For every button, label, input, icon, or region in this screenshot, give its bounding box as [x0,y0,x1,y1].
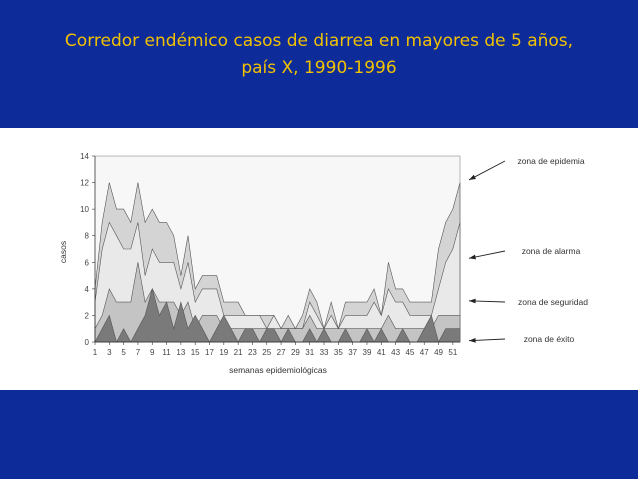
y-tick-label: 10 [80,205,89,214]
x-tick-label: 43 [391,348,400,357]
x-tick-label: 19 [219,348,228,357]
x-tick-label: 41 [377,348,386,357]
x-tick-label: 15 [191,348,200,357]
y-tick-label: 8 [85,232,90,241]
zona-alarma-label: zona de alarma [522,246,581,256]
zona-epidemia-annotation: zona de epidemia [468,156,585,181]
zona-epidemia-label: zona de epidemia [517,156,584,166]
x-tick-label: 39 [363,348,372,357]
zona-seguridad-arrow-head [469,298,476,304]
x-tick-label: 7 [136,348,141,357]
x-tick-label: 33 [320,348,329,357]
x-tick-label: 17 [205,348,214,357]
x-tick-label: 11 [162,348,171,357]
y-tick-label: 4 [85,285,90,294]
x-tick-label: 31 [305,348,314,357]
zona-exito-label: zona de éxito [524,334,575,344]
axes [94,155,461,343]
zona-alarma-annotation: zona de alarma [468,246,581,260]
zona-exito-annotation: zona de éxito [468,334,575,344]
zona-seguridad-label: zona de seguridad [518,297,588,307]
zona-alarma-arrow-head [469,254,476,260]
x-tick-label: 3 [107,348,112,357]
x-tick-label: 45 [405,348,414,357]
x-tick-label: 37 [348,348,357,357]
chart-panel: 0 2 4 6 8 10 12 14 1 3 5 7 9 11 13 15 17 19 21 23 25 27 29 31 33… [0,128,638,390]
zona-exito-arrow-head [469,337,476,343]
x-tick-label: 1 [93,348,98,357]
zona-epidemia-arrow-line [468,160,506,181]
zona-seguridad-annotation: zona de seguridad [468,297,588,307]
x-tick-label: 5 [121,348,126,357]
y-tick-label: 6 [85,258,90,267]
y-tick-label: 12 [80,179,89,188]
area-layers [94,156,461,343]
x-axis-label: semanas epidemiológicas [229,365,327,375]
x-tick-label: 9 [150,348,155,357]
x-tick-label: 51 [448,348,457,357]
title-line-1: Corredor endémico casos de diarrea en ma… [64,31,574,51]
x-tick-label: 23 [248,348,257,357]
x-tick-label: 21 [234,348,243,357]
y-tick-label: 2 [85,311,90,320]
title-line-2: país X, 1990-1996 [241,58,397,78]
y-tick-label: 14 [80,152,89,161]
x-tick-label: 47 [420,348,429,357]
y-axis-label: casos [58,241,68,263]
zona-epidemia-arrow-head [469,174,476,180]
x-tick-label: 25 [262,348,271,357]
slide-title: Corredor endémico casos de diarrea en ma… [0,28,638,82]
x-tick-label: 35 [334,348,343,357]
x-tick-label: 49 [434,348,443,357]
x-tick-label: 27 [277,348,286,357]
y-tick-label: 0 [85,338,90,347]
zone-annotations: zona de epidemia zona de alarma zona de se… [468,156,588,344]
x-tick-label: 13 [176,348,185,357]
x-tick-label: 29 [291,348,300,357]
